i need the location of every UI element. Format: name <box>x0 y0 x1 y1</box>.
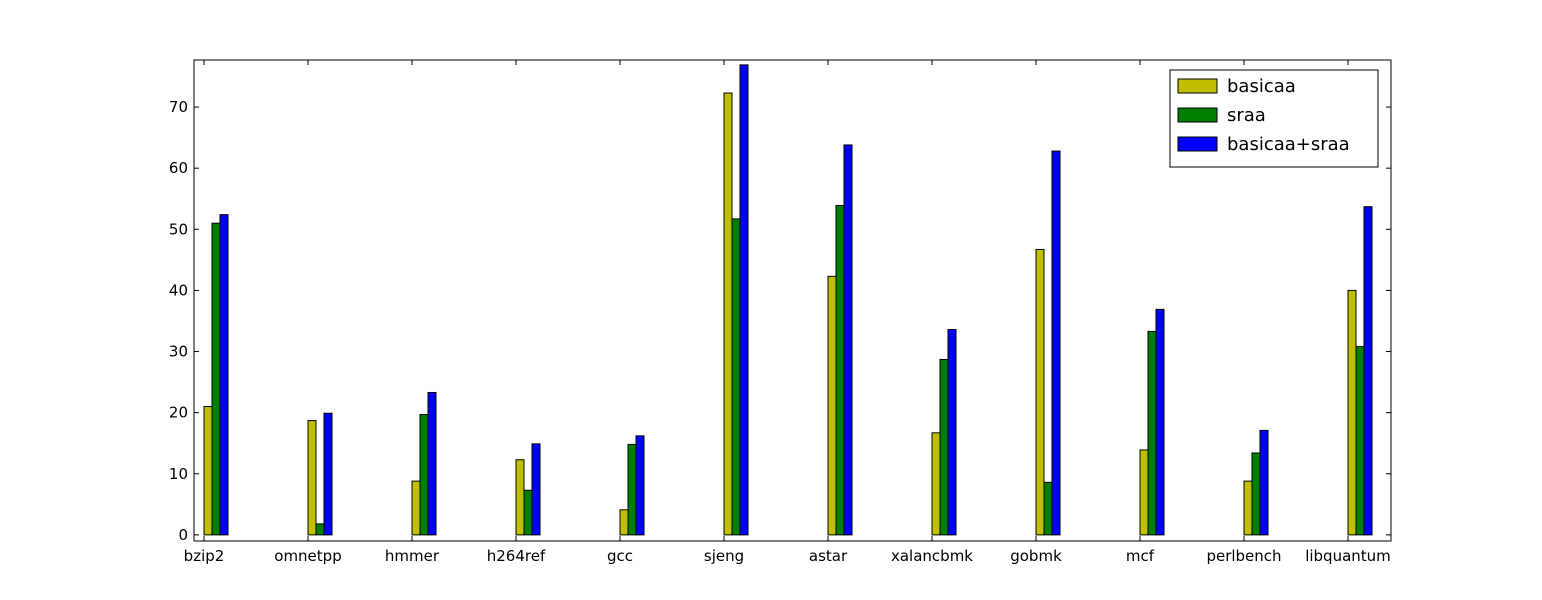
legend: basicaa sraa basicaa+sraa <box>1169 69 1379 168</box>
bar-basicaa-gobmk <box>1035 248 1045 536</box>
bar-basicaa-sraa-gcc <box>635 435 645 536</box>
x-tick-label-astar: astar <box>809 547 848 565</box>
legend-swatch-basicaa-sraa <box>1177 136 1218 152</box>
bar-basicaa-libquantum <box>1347 289 1357 536</box>
bar-basicaa-mcf <box>1139 449 1149 536</box>
x-tick-label-xalancbmk: xalancbmk <box>891 547 973 565</box>
bar-basicaa-sraa-sjeng <box>739 64 749 536</box>
x-tick-label-sjeng: sjeng <box>704 547 744 565</box>
legend-label-basicaa-sraa: basicaa+sraa <box>1227 134 1350 155</box>
bar-basicaa-sraa-xalancbmk <box>947 329 957 536</box>
bar-sraa-xalancbmk <box>939 358 949 536</box>
bar-sraa-gcc <box>627 443 637 536</box>
bar-sraa-mcf <box>1147 330 1157 536</box>
bar-basicaa-sraa-libquantum <box>1363 206 1373 536</box>
bar-sraa-omnetpp <box>315 523 325 536</box>
bar-basicaa-sraa-hmmer <box>427 391 437 536</box>
bar-basicaa-perlbench <box>1243 480 1253 536</box>
x-tick-label-omnetpp: omnetpp <box>274 547 341 565</box>
bar-basicaa-gcc <box>619 509 629 536</box>
bar-sraa-h264ref <box>523 489 533 536</box>
bars-group <box>203 64 1373 536</box>
x-tick-label-gcc: gcc <box>607 547 633 565</box>
legend-label-basicaa: basicaa <box>1227 76 1296 97</box>
bar-basicaa-sraa-bzip2 <box>219 214 229 536</box>
x-tick-label-bzip2: bzip2 <box>184 547 225 565</box>
bar-basicaa-omnetpp <box>307 420 317 536</box>
bar-sraa-libquantum <box>1355 346 1365 536</box>
bar-sraa-astar <box>835 204 845 536</box>
x-tick-label-h264ref: h264ref <box>487 547 546 565</box>
y-tick-label: 30 <box>169 343 188 361</box>
bar-basicaa-xalancbmk <box>931 432 941 536</box>
bar-basicaa-hmmer <box>411 480 421 536</box>
legend-swatch-basicaa <box>1177 78 1218 94</box>
x-tick-label-perlbench: perlbench <box>1206 547 1281 565</box>
bar-basicaa-sraa-omnetpp <box>323 412 333 536</box>
x-tick-label-gobmk: gobmk <box>1010 547 1062 565</box>
bar-basicaa-bzip2 <box>203 406 213 536</box>
legend-swatch-sraa <box>1177 107 1218 123</box>
bar-basicaa-sraa-gobmk <box>1051 150 1061 536</box>
y-tick-label: 0 <box>178 526 188 544</box>
plot-frame <box>193 59 1392 542</box>
y-tick-label: 50 <box>169 220 188 238</box>
x-tick-label-libquantum: libquantum <box>1305 547 1391 565</box>
bar-basicaa-astar <box>827 275 837 536</box>
bar-basicaa-sraa-perlbench <box>1259 429 1269 536</box>
y-tick-label: 20 <box>169 404 188 422</box>
x-tick-label-hmmer: hmmer <box>385 547 440 565</box>
bar-basicaa-sjeng <box>723 92 733 536</box>
bar-sraa-sjeng <box>731 218 741 536</box>
x-tick-label-mcf: mcf <box>1126 547 1155 565</box>
legend-label-sraa: sraa <box>1227 105 1266 126</box>
bar-basicaa-h264ref <box>515 459 525 536</box>
bar-sraa-hmmer <box>419 413 429 536</box>
bar-sraa-bzip2 <box>211 222 221 536</box>
bar-sraa-gobmk <box>1043 481 1053 536</box>
y-tick-label: 10 <box>169 465 188 483</box>
y-tick-label: 70 <box>169 98 188 116</box>
bar-basicaa-sraa-h264ref <box>531 443 541 536</box>
bar-basicaa-sraa-astar <box>843 144 853 536</box>
bar-sraa-perlbench <box>1251 452 1261 536</box>
y-tick-label: 60 <box>169 159 188 177</box>
axes-group: 0 10 20 30 40 50 60 70 bzip2 omnetpp hmmer h264ref g… <box>169 59 1392 565</box>
bar-basicaa-sraa-mcf <box>1155 308 1165 536</box>
y-tick-label: 40 <box>169 281 188 299</box>
